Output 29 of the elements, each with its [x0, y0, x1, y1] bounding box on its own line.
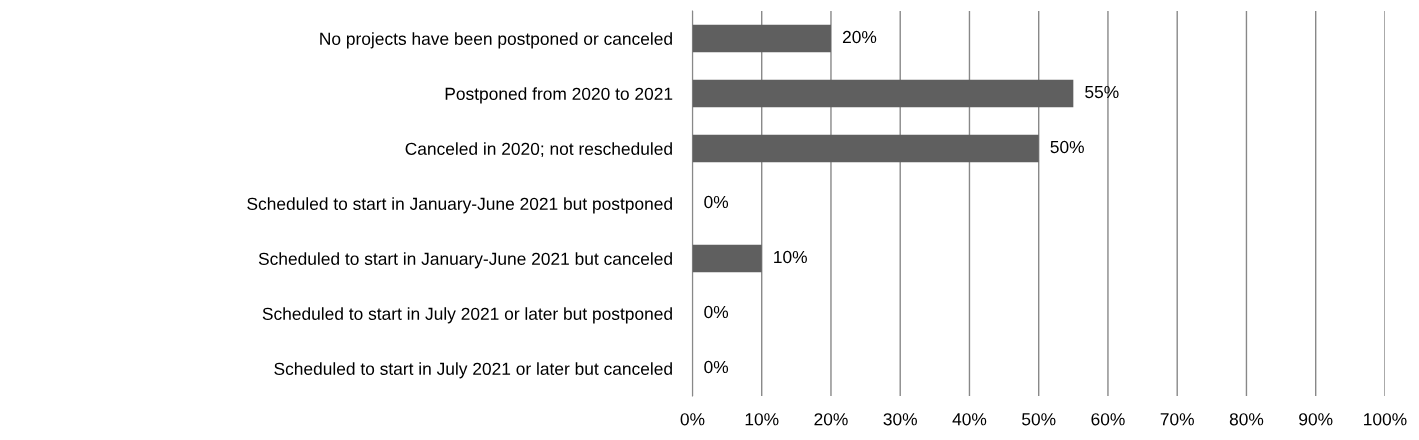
y-tick-label: Canceled in 2020; not rescheduled: [405, 142, 672, 158]
data-label: 55%: [1085, 85, 1119, 99]
data-label: 0%: [704, 360, 729, 374]
x-tick-label: 10%: [745, 413, 779, 426]
y-tick-label: No projects have been postponed or canceled: [320, 32, 672, 49]
x-tick-label: 20%: [814, 413, 848, 426]
bar: [692, 244, 762, 273]
y-tick-label: Postponed from 2020 to 2021: [445, 87, 673, 104]
y-tick-label: Scheduled to start in July 2021 or later but canceled: [274, 362, 672, 379]
x-tick-label: 80%: [1229, 413, 1264, 426]
data-label: 0%: [704, 195, 729, 209]
y-tick-label: Scheduled to start in January-June 2021 but canceled: [258, 252, 672, 269]
x-tick-label: 100%: [1364, 413, 1407, 426]
x-tick-label: 70%: [1160, 413, 1194, 426]
x-tick-label: 90%: [1299, 413, 1333, 426]
x-tick-label: 60%: [1091, 413, 1125, 426]
bar: [692, 79, 1074, 108]
bar: [692, 134, 1039, 163]
x-tick-label: 0%: [680, 413, 705, 426]
data-label: 20%: [842, 30, 877, 44]
data-label: 0%: [704, 305, 729, 319]
y-tick-label: Scheduled to start in July 2021 or later but postponed: [262, 307, 672, 324]
x-tick-label: 30%: [883, 413, 917, 426]
data-label: 10%: [774, 250, 807, 264]
data-label: 50%: [1050, 140, 1084, 154]
bar: [692, 24, 831, 53]
y-tick-label: Scheduled to start in January-June 2021 but postponed: [247, 197, 672, 214]
x-tick-label: 40%: [952, 413, 987, 426]
x-tick-label: 50%: [1022, 413, 1056, 426]
